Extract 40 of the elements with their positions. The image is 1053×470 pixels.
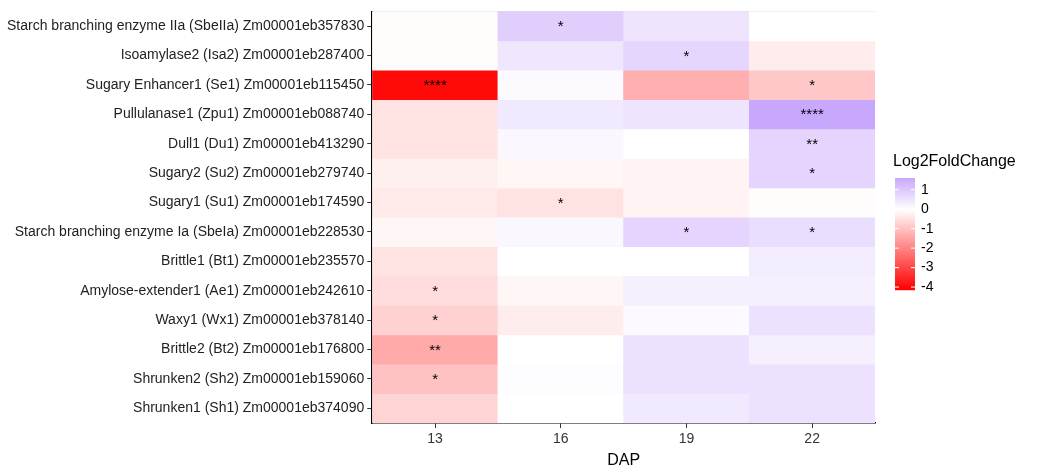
data-label: **** — [800, 105, 824, 123]
y-tick-label: Pullulanase1 (Zpu1) Zm00001eb088740 — [113, 105, 365, 122]
x-tick-label: 13 — [427, 430, 444, 447]
color-bar-label: -3 — [921, 258, 934, 275]
data-label: * — [432, 311, 439, 329]
color-bar-label: -1 — [921, 219, 934, 236]
y-tick-label: Dull1 (Du1) Zm00001eb413290 — [168, 134, 365, 151]
y-tick-label: Starch branching enzyme Ia (SbeIa) Zm00001eb228530 — [14, 222, 365, 239]
x-tick-label: 19 — [678, 430, 695, 447]
data-label: * — [557, 17, 564, 35]
data-label: **** — [423, 76, 447, 94]
data-label: * — [432, 370, 439, 388]
y-tick-label: Sugary2 (Su2) Zm00001eb279740 — [148, 163, 365, 180]
data-label: * — [683, 46, 690, 64]
y-tick-label: Shrunken1 (Sh1) Zm00001eb374090 — [133, 399, 365, 416]
y-tick-label: Brittle1 (Bt1) Zm00001eb235570 — [161, 252, 365, 269]
y-tick-label: Shrunken2 (Sh2) Zm00001eb159060 — [133, 369, 365, 386]
y-tick-label: Isoamylase2 (Isa2) Zm00001eb287400 — [120, 46, 365, 63]
data-label: * — [809, 76, 816, 94]
color-bar-label: 1 — [921, 180, 929, 197]
y-tick-label: Sugary Enhancer1 (Se1) Zm00001eb115450 — [85, 75, 365, 92]
data-label: ** — [429, 340, 442, 358]
y-tick-label: Waxy1 (Wx1) Zm00001eb378140 — [155, 310, 365, 327]
y-tick-label: Sugary1 (Su1) Zm00001eb174590 — [148, 193, 365, 210]
color-bar-label: -2 — [921, 238, 934, 255]
data-label: * — [432, 281, 439, 299]
x-axis-title: DAP — [607, 450, 641, 468]
color-bar-title: Log2FoldChange — [893, 152, 1016, 169]
data-label: * — [809, 223, 816, 241]
data-label: ** — [806, 134, 819, 152]
data-label: * — [683, 223, 690, 241]
y-tick-label: Amylose-extender1 (Ae1) Zm00001eb242610 — [80, 281, 365, 298]
y-tick-label: Brittle2 (Bt2) Zm00001eb176800 — [161, 340, 365, 357]
color-bar-label: -4 — [921, 277, 934, 294]
x-tick-label: 16 — [552, 430, 569, 447]
color-bar-label: 0 — [921, 200, 929, 217]
x-tick-label: 22 — [804, 430, 821, 447]
y-tick-label: Starch branching enzyme IIa (SbeIIa) Zm00001eb357830 — [7, 16, 365, 33]
data-label: * — [557, 193, 564, 211]
data-label: * — [809, 164, 816, 182]
